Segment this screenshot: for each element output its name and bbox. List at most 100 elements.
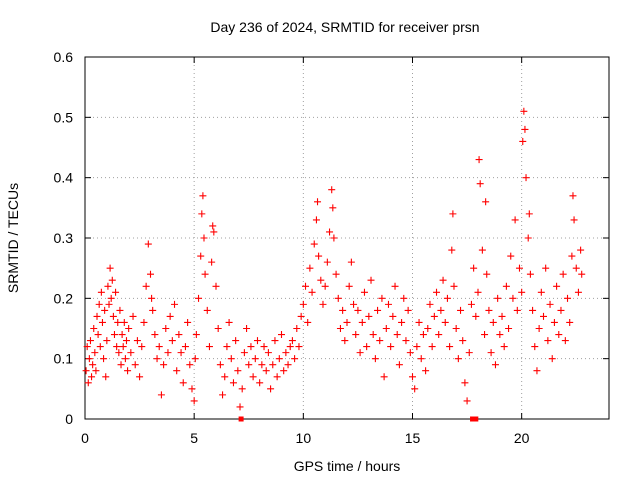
data-point	[474, 288, 482, 296]
data-point	[236, 403, 244, 411]
data-point	[201, 270, 209, 278]
data-point	[345, 282, 353, 290]
data-point	[441, 318, 449, 326]
data-point	[520, 107, 528, 115]
y-tick-label: 0	[65, 411, 73, 427]
data-point	[97, 288, 105, 296]
data-point	[157, 391, 165, 399]
grid-layer	[85, 57, 609, 419]
data-point	[82, 367, 90, 375]
data-point	[160, 361, 168, 369]
data-point	[205, 343, 213, 351]
data-point	[454, 355, 462, 363]
axis-markers-layer	[238, 416, 479, 422]
data-point	[513, 306, 521, 314]
data-point	[168, 337, 176, 345]
data-point	[195, 294, 203, 302]
data-point	[114, 318, 122, 326]
data-point	[452, 325, 460, 332]
data-point	[557, 306, 565, 314]
data-point	[308, 288, 316, 296]
data-point	[406, 349, 414, 357]
data-point	[191, 355, 199, 363]
axis-marker	[470, 416, 476, 422]
data-point	[229, 379, 237, 387]
data-point	[269, 361, 277, 369]
data-point	[88, 373, 96, 381]
data-point	[465, 349, 473, 357]
data-point	[496, 331, 504, 339]
x-tick-label: 15	[405, 430, 421, 446]
data-point	[448, 246, 456, 254]
data-point	[437, 306, 445, 314]
data-point	[297, 312, 305, 320]
data-point	[245, 361, 253, 369]
data-point	[121, 355, 129, 363]
data-point	[546, 300, 554, 308]
data-point	[559, 270, 567, 278]
data-point	[84, 379, 92, 387]
data-point	[282, 349, 290, 357]
axis-marker	[238, 416, 244, 422]
data-point	[570, 216, 578, 224]
data-point	[329, 204, 337, 212]
data-point	[151, 331, 159, 339]
data-point	[555, 331, 563, 339]
data-point	[475, 156, 483, 164]
data-point	[271, 337, 279, 345]
data-point	[133, 337, 141, 345]
data-point	[574, 288, 582, 296]
data-point	[96, 343, 104, 351]
data-point	[395, 361, 403, 369]
data-point	[106, 264, 114, 272]
data-point	[343, 318, 351, 326]
data-point	[83, 343, 91, 351]
data-point	[389, 312, 397, 320]
data-point	[115, 349, 123, 357]
x-tick-label: 10	[296, 430, 312, 446]
data-point	[483, 270, 491, 278]
data-point	[155, 343, 163, 351]
data-point	[98, 318, 106, 326]
data-point	[184, 318, 192, 326]
data-point	[153, 355, 161, 363]
data-point	[544, 337, 552, 345]
data-point	[371, 355, 379, 363]
data-point	[380, 373, 388, 381]
data-point	[531, 343, 539, 351]
data-point	[463, 397, 471, 405]
data-point	[519, 137, 527, 145]
data-point	[243, 325, 251, 332]
data-point	[509, 294, 517, 302]
data-point	[564, 294, 572, 302]
data-point	[457, 306, 465, 314]
data-point	[502, 282, 510, 290]
data-point	[321, 282, 329, 290]
data-point	[225, 318, 233, 326]
data-point	[378, 294, 386, 302]
data-point	[275, 355, 283, 363]
data-point	[393, 331, 401, 339]
y-tick-label: 0.2	[54, 290, 74, 306]
data-point	[404, 306, 412, 314]
data-point	[415, 318, 423, 326]
x-axis-label: GPS time / hours	[294, 458, 401, 474]
y-tick-label: 0.1	[54, 351, 74, 367]
data-point	[177, 349, 185, 357]
data-point	[550, 318, 558, 326]
data-point	[439, 276, 447, 284]
data-point	[122, 337, 130, 345]
data-point	[216, 361, 224, 369]
data-point	[192, 331, 200, 339]
data-point	[319, 300, 327, 308]
data-point	[533, 367, 541, 375]
data-point	[251, 355, 259, 363]
data-point	[212, 282, 220, 290]
data-point	[238, 385, 246, 393]
data-point	[354, 306, 362, 314]
data-point	[118, 331, 126, 339]
data-point	[336, 325, 344, 332]
data-point	[553, 282, 561, 290]
data-point	[227, 355, 235, 363]
data-point	[478, 246, 486, 254]
